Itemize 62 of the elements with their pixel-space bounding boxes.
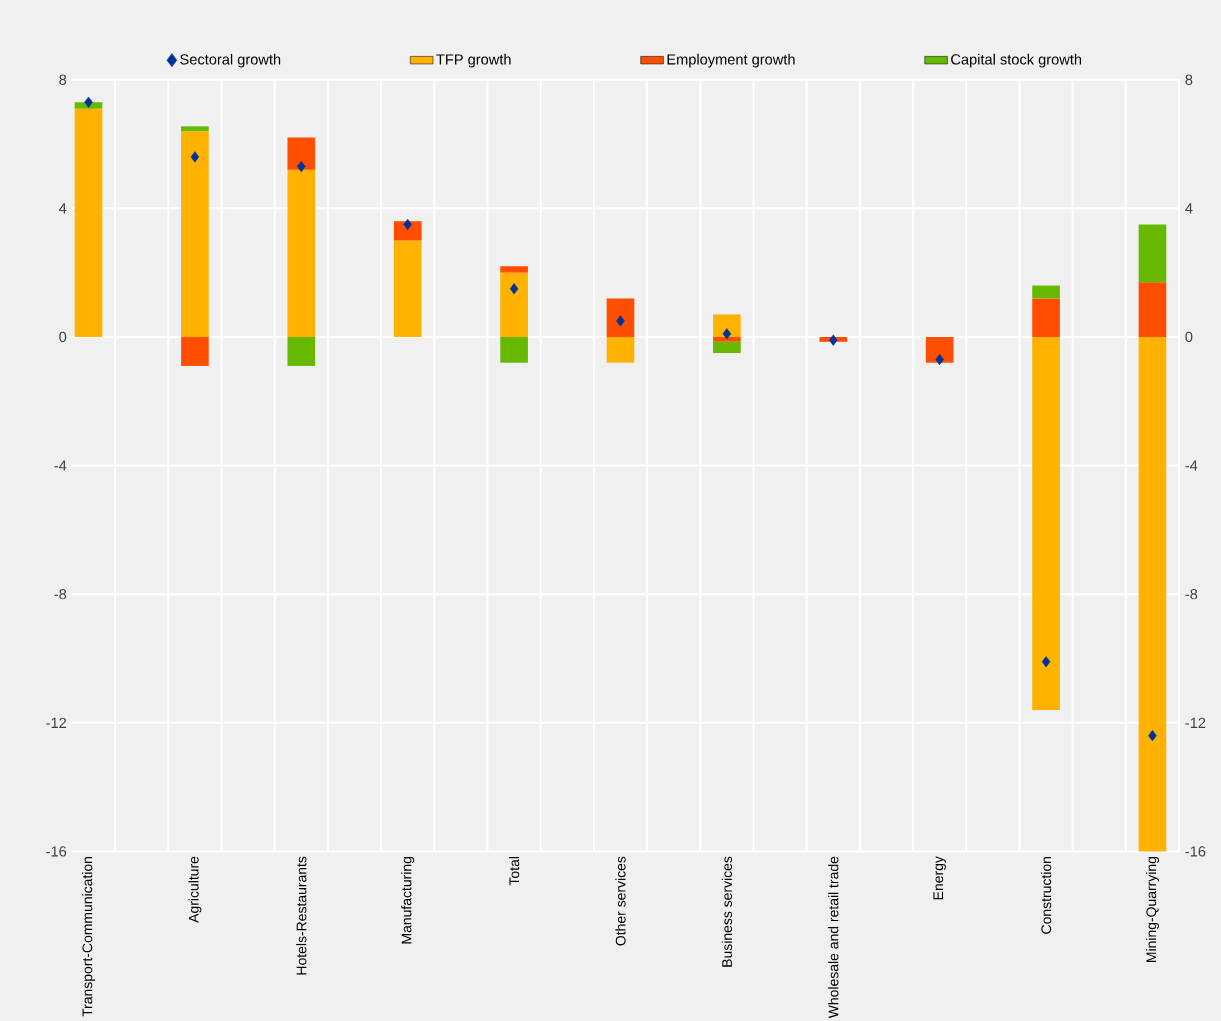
bar: [925, 337, 954, 363]
y-tick-label: -8: [54, 589, 67, 600]
x-tick-label: Business services: [721, 856, 733, 967]
x-tick-label: Hotels-Restaurants: [296, 856, 307, 975]
bar: [1032, 337, 1060, 710]
bar: [287, 169, 316, 338]
y-tick-label: 8: [59, 74, 67, 85]
bar: [713, 341, 741, 354]
y2-tick-label: 8: [1185, 74, 1193, 85]
bar: [500, 266, 528, 273]
bar: [74, 108, 103, 338]
bar: [181, 131, 209, 338]
legend-label: Sectoral growth: [180, 53, 281, 68]
point: [297, 161, 306, 173]
x-tick-label: Wholesale and retail trade: [828, 856, 839, 1019]
y2-tick-label: -16: [1185, 846, 1206, 857]
bar: [1138, 224, 1167, 283]
point: [190, 151, 200, 163]
bar: [1138, 282, 1167, 338]
y2-tick-label: -4: [1185, 460, 1198, 471]
x-tick-label: Other services: [615, 856, 626, 946]
bar: [181, 126, 209, 132]
bar: [500, 337, 528, 363]
bar: [500, 272, 528, 338]
bar: [1138, 337, 1167, 852]
y2-tick-label: -8: [1185, 589, 1198, 600]
bar: [606, 298, 635, 338]
legend-label: Capital stock growth: [951, 53, 1082, 68]
y2-tick-label: 4: [1185, 203, 1193, 214]
y2-tick-label: -12: [1185, 717, 1206, 728]
point: [829, 334, 838, 346]
x-tick-label: Agriculture: [188, 856, 202, 923]
bar: [1032, 298, 1060, 338]
point: [509, 283, 519, 295]
bar: [1032, 285, 1060, 299]
x-tick-label: Total: [508, 857, 520, 886]
x-tick-label: Manufacturing: [401, 857, 415, 944]
point: [616, 315, 625, 327]
x-tick-label: Construction: [1040, 857, 1052, 934]
bar: [713, 314, 741, 338]
legend-label: Employment growth: [667, 53, 795, 68]
x-tick-label: Mining-Quarrying: [1145, 857, 1159, 963]
point: [1041, 656, 1051, 668]
bar: [606, 337, 635, 363]
point: [722, 328, 732, 340]
y-tick-label: 0: [59, 331, 67, 343]
y-tick-label: -12: [46, 717, 67, 728]
x-tick-label: Transport-Communication: [82, 857, 96, 1017]
x-tick-label: Energy: [933, 856, 946, 900]
bar: [287, 137, 316, 170]
y-tick-label: -16: [46, 846, 67, 857]
point: [84, 96, 93, 108]
y-tick-label: -4: [54, 460, 67, 471]
bar: [393, 221, 422, 241]
y2-tick-label: 0: [1185, 331, 1193, 343]
bar: [393, 240, 422, 338]
bar: [713, 337, 741, 342]
legend-label: TFP growth: [436, 53, 511, 68]
y-tick-label: 4: [59, 203, 67, 214]
point: [1148, 730, 1157, 742]
bar: [287, 337, 316, 366]
bar: [181, 337, 209, 366]
